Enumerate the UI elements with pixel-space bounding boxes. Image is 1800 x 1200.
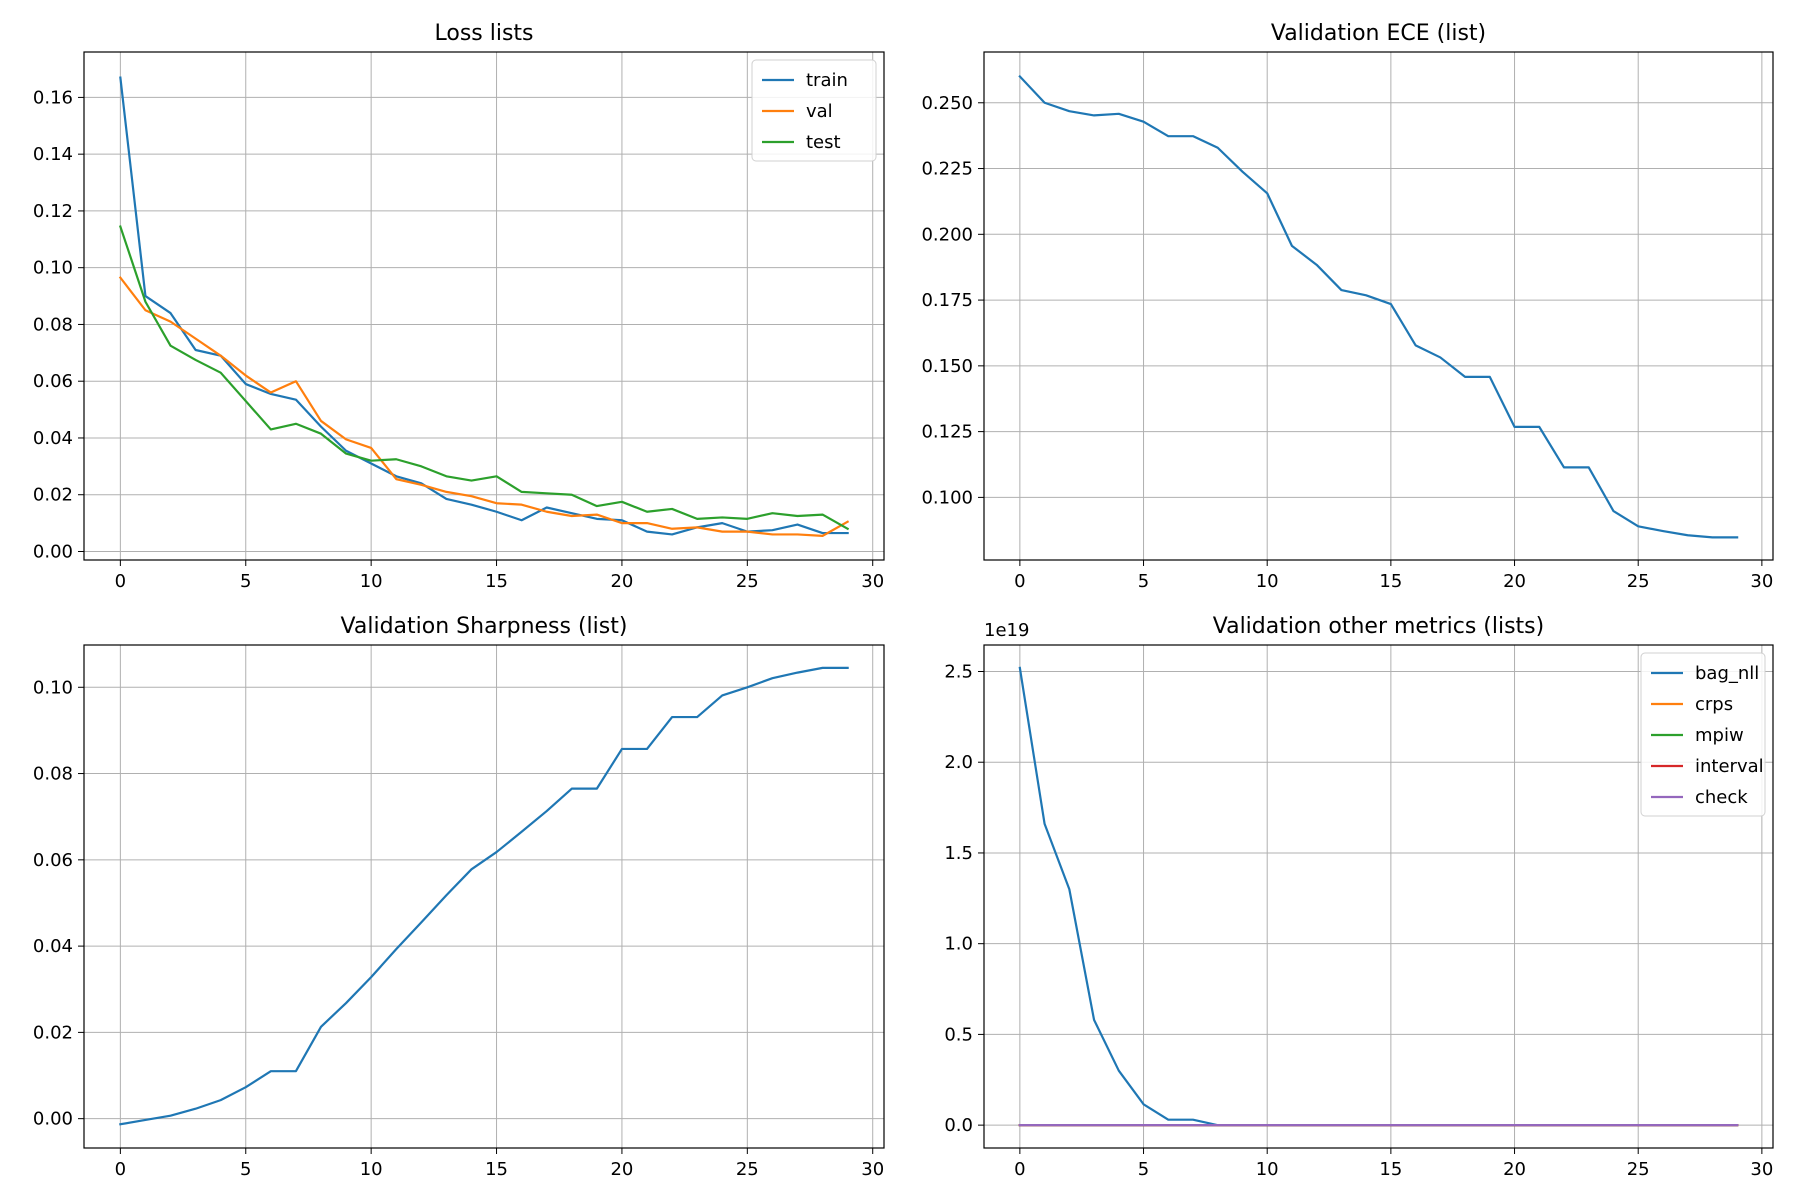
x-tick-label: 15 xyxy=(485,1159,508,1180)
y-tick-label: 2.0 xyxy=(944,752,973,773)
x-tick-label: 10 xyxy=(360,1159,383,1180)
x-tick-label: 25 xyxy=(736,1159,759,1180)
legend: train val test xyxy=(751,59,877,162)
legend-label-mpiw: mpiw xyxy=(1695,725,1744,746)
legend-label-check: check xyxy=(1695,787,1748,808)
x-tick-label: 5 xyxy=(1138,571,1149,592)
x-tick-label: 5 xyxy=(240,571,251,592)
y-tick-label: 0.250 xyxy=(921,93,973,114)
y-tick-label: 0.02 xyxy=(33,1022,73,1043)
series-line-bag_nll xyxy=(1018,666,1739,1127)
series-line-test xyxy=(118,225,850,531)
y-tick-label: 0.00 xyxy=(33,541,73,562)
y-tick-label: 0.12 xyxy=(33,201,73,222)
x-tick-label: 0 xyxy=(115,571,126,592)
x-tick-label: 0 xyxy=(115,1159,126,1180)
series-line-val xyxy=(118,276,850,537)
legend-label-crps: crps xyxy=(1695,694,1733,715)
y-tick-label: 0.04 xyxy=(33,428,73,449)
y-tick-label: 1.5 xyxy=(944,843,973,864)
panel-validation-other-metrics: 0 5 10 15 20 25 30 0.0 0.5 1.0 1.5 2.0 2.5 1e19 Valida… xyxy=(944,614,1774,1180)
axes-frame xyxy=(83,51,885,561)
chart-title: Loss lists xyxy=(434,21,533,46)
axes-frame xyxy=(983,51,1774,561)
x-tick-label: 20 xyxy=(1503,1159,1526,1180)
y-tick-label: 0.14 xyxy=(33,144,73,165)
series-line-train xyxy=(119,76,849,536)
y-tick-label: 0.10 xyxy=(33,677,73,698)
y-tick-label: 0.225 xyxy=(921,159,973,180)
panel-loss-lists: 0 5 10 15 20 25 30 0.00 0.02 0.04 0.06 0.08 0.10 0.12… xyxy=(33,21,885,592)
series-line-series-0 xyxy=(1018,74,1739,539)
x-tick-label: 25 xyxy=(1627,1159,1650,1180)
x-tick-label: 0 xyxy=(1014,571,1025,592)
x-tick-label: 30 xyxy=(861,1159,884,1180)
x-tick-label: 30 xyxy=(1750,571,1773,592)
y-tick-label: 0.08 xyxy=(33,314,73,335)
axes-frame xyxy=(983,644,1774,1149)
chart-title: Validation ECE (list) xyxy=(1271,21,1486,46)
y-tick-label: 0.02 xyxy=(33,485,73,506)
y-tick-label: 0.0 xyxy=(944,1115,973,1136)
legend-box xyxy=(751,59,877,162)
series-line-series-0 xyxy=(119,666,849,1126)
legend-label-val: val xyxy=(806,101,833,122)
y-tick-label: 0.00 xyxy=(33,1109,73,1130)
y-tick-label: 0.06 xyxy=(33,371,73,392)
x-tick-label: 15 xyxy=(485,571,508,592)
axes-frame xyxy=(83,644,885,1149)
x-tick-label: 10 xyxy=(1256,1159,1279,1180)
x-tick-label: 20 xyxy=(1503,571,1526,592)
x-tick-label: 30 xyxy=(861,571,884,592)
x-tick-label: 25 xyxy=(736,571,759,592)
x-tick-label: 5 xyxy=(1138,1159,1149,1180)
legend-label-train: train xyxy=(806,70,848,91)
x-tick-label: 15 xyxy=(1379,571,1402,592)
y-tick-label: 1.0 xyxy=(944,934,973,955)
x-tick-label: 15 xyxy=(1379,1159,1402,1180)
x-tick-label: 10 xyxy=(360,571,383,592)
y-tick-label: 0.04 xyxy=(33,936,73,957)
x-tick-label: 10 xyxy=(1256,571,1279,592)
y-offset-label: 1e19 xyxy=(984,620,1029,641)
y-tick-label: 0.10 xyxy=(33,258,73,279)
panel-validation-sharpness: 0 5 10 15 20 25 30 0.00 0.02 0.04 0.06 0.08 0.10 Vali… xyxy=(33,614,885,1180)
y-tick-label: 0.200 xyxy=(921,224,973,245)
x-tick-label: 20 xyxy=(610,1159,633,1180)
y-tick-label: 0.06 xyxy=(33,850,73,871)
y-tick-label: 0.16 xyxy=(33,87,73,108)
legend-label-bag_nll: bag_nll xyxy=(1695,663,1759,684)
legend-label-interval: interval xyxy=(1695,756,1764,777)
y-tick-label: 0.150 xyxy=(921,356,973,377)
x-tick-label: 20 xyxy=(610,571,633,592)
x-tick-label: 5 xyxy=(240,1159,251,1180)
chart-title: Validation Sharpness (list) xyxy=(341,614,628,639)
panel-validation-ece: 0 5 10 15 20 25 30 0.100 0.125 0.150 0.175 0.200 0.2… xyxy=(921,21,1774,592)
y-tick-label: 2.5 xyxy=(944,661,973,682)
x-tick-label: 0 xyxy=(1014,1159,1025,1180)
y-tick-label: 0.08 xyxy=(33,764,73,785)
x-tick-label: 25 xyxy=(1627,571,1650,592)
y-tick-label: 0.125 xyxy=(921,422,973,443)
legend-box xyxy=(1640,652,1766,817)
y-tick-label: 0.175 xyxy=(921,290,973,311)
x-tick-label: 30 xyxy=(1750,1159,1773,1180)
y-tick-label: 0.5 xyxy=(944,1024,973,1045)
legend-label-test: test xyxy=(806,132,841,153)
chart-title: Validation other metrics (lists) xyxy=(1213,614,1544,639)
y-tick-label: 0.100 xyxy=(921,487,973,508)
